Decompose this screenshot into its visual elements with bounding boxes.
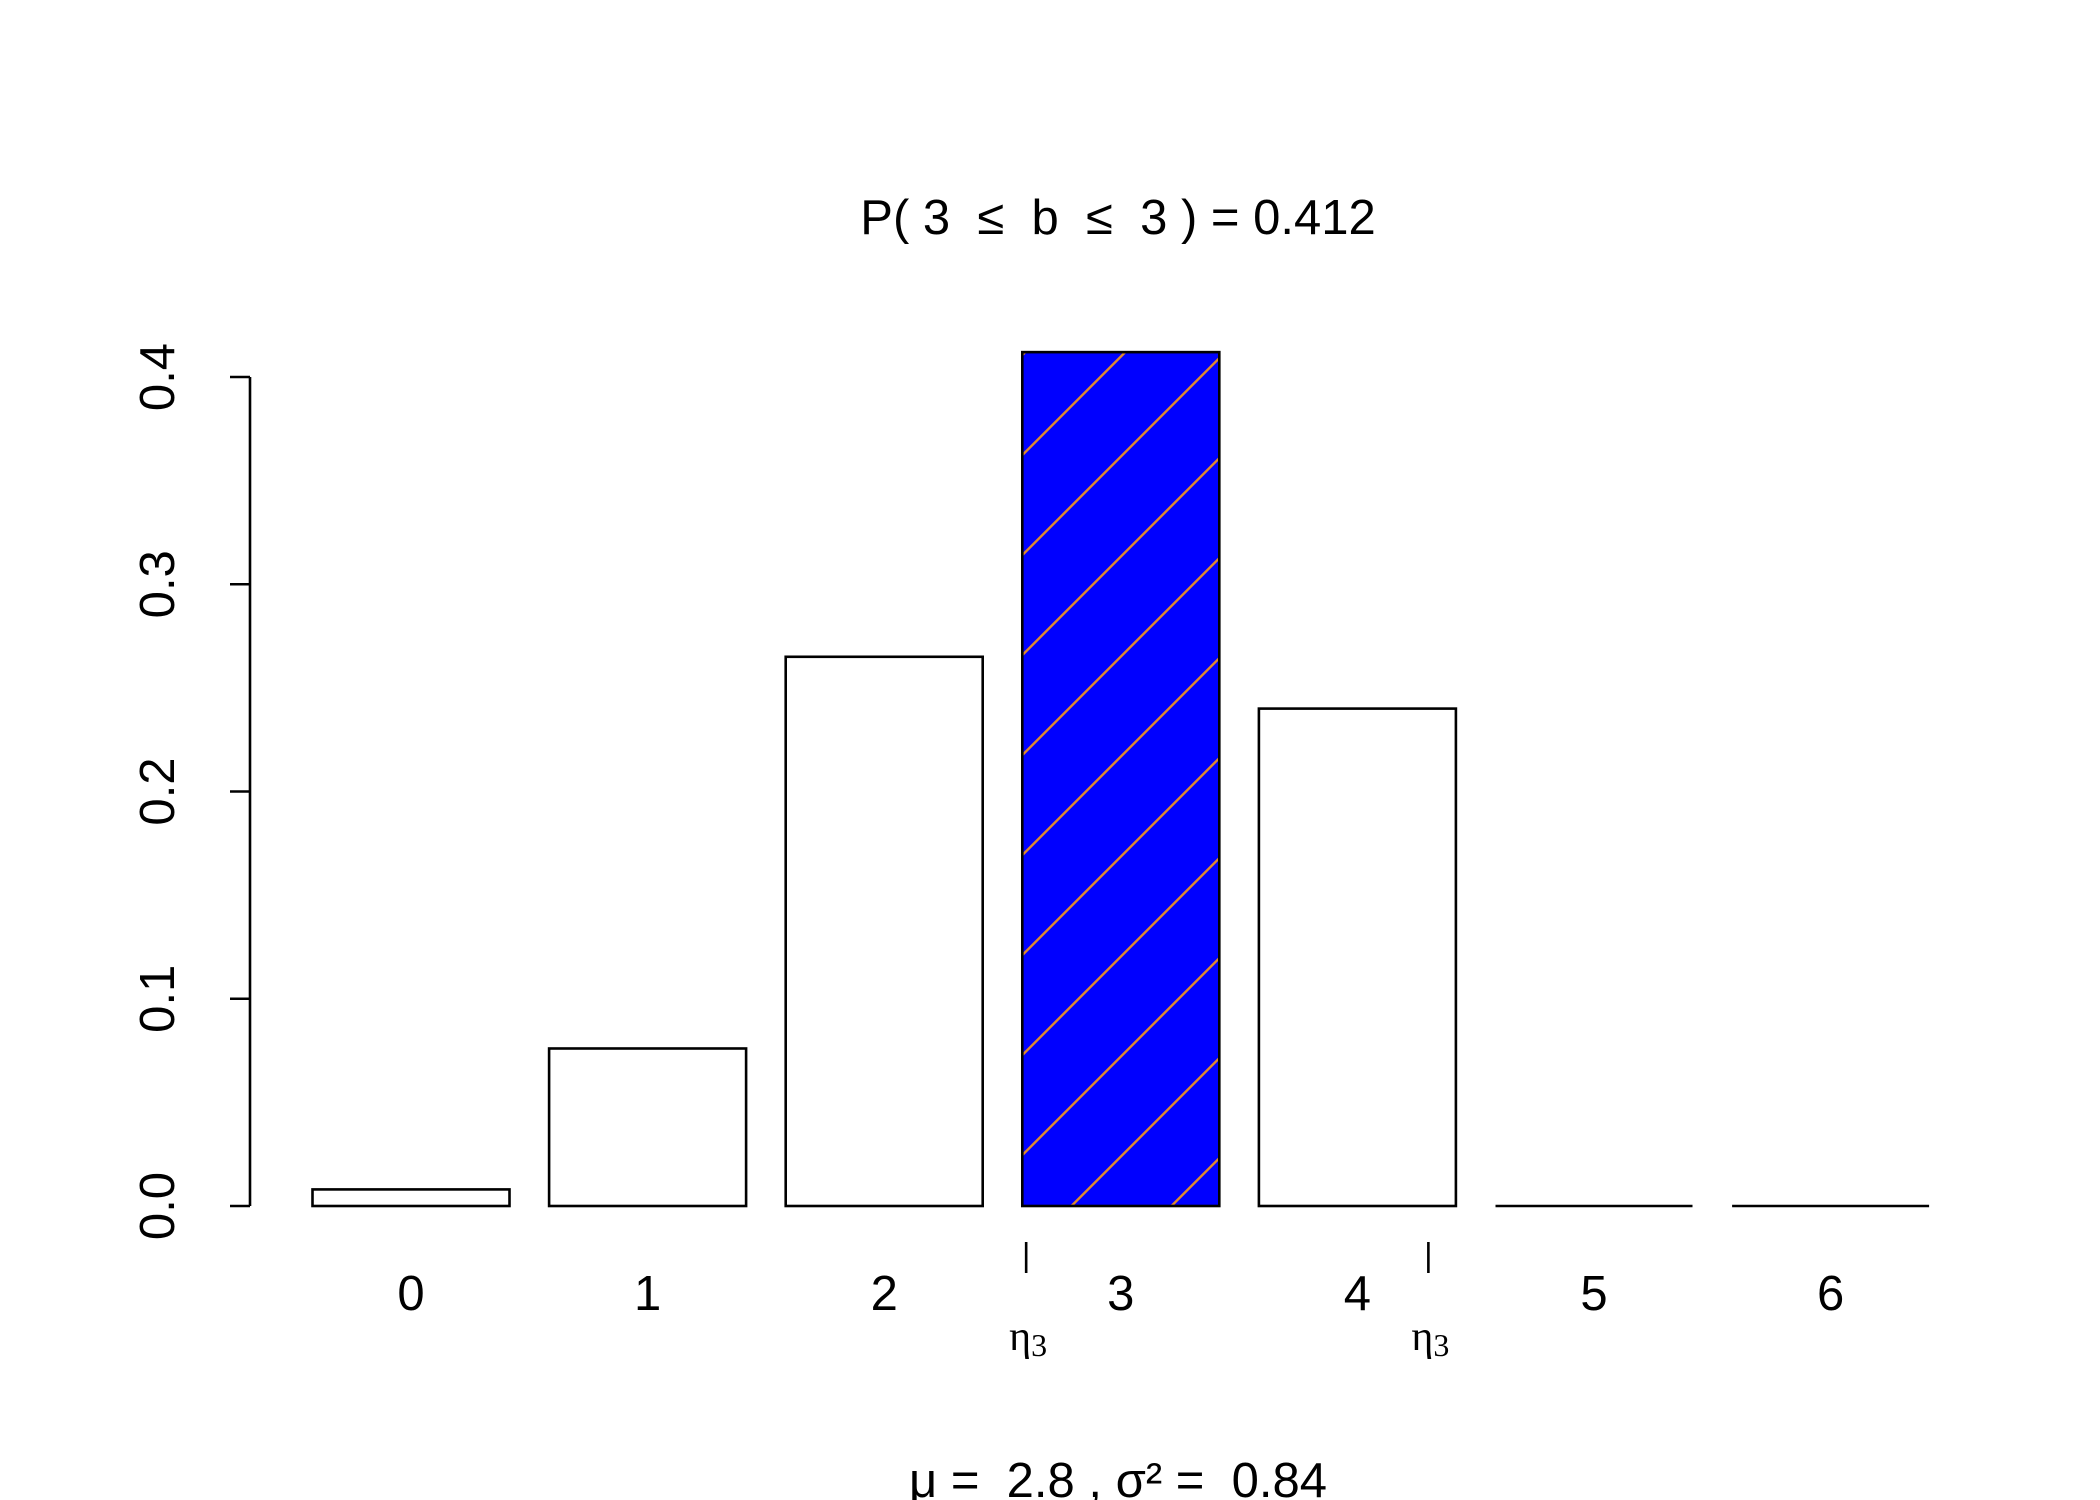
bar-highlight-outline [1020, 350, 1221, 1208]
hatch-line [1022, 556, 1220, 757]
bars [311, 155, 2100, 1208]
chart-subtitle: μ = 2.8 , σ² = 0.84 [909, 1454, 1327, 1500]
x-tick-label: 0 [397, 1267, 424, 1321]
eta-markers: η3 η3 [1009, 1242, 1449, 1363]
bar-highlight [1022, 352, 1220, 1206]
y-axis: 0.0 0.1 0.2 0.3 0.4 [131, 343, 252, 1240]
eta-marker-label: η3 [1009, 1314, 1047, 1363]
x-tick-label: 5 [1580, 1267, 1607, 1321]
hatch-line [1022, 956, 1220, 1157]
x-tick-label: 3 [1107, 1267, 1134, 1321]
bar-hatch [1022, 155, 2100, 1206]
x-tick-label: 4 [1344, 1267, 1371, 1321]
bar [547, 1047, 748, 1208]
hatch-line [1971, 155, 2100, 1206]
x-tick-label: 2 [871, 1267, 898, 1321]
y-tick-label: 0.0 [131, 1172, 185, 1240]
chart-title: P( 3 ≤ b ≤ 3 ) = 0.412 [860, 191, 1375, 245]
y-tick-label: 0.3 [131, 550, 185, 618]
bar [1257, 707, 1458, 1208]
bar [311, 1188, 511, 1208]
y-tick-label: 0.1 [131, 965, 185, 1033]
hatch-line [1070, 1056, 1220, 1206]
bar [784, 655, 985, 1208]
x-tick-label: 1 [634, 1267, 661, 1321]
x-tick-labels: 0 1 2 3 4 5 6 [397, 1267, 1844, 1321]
x-tick-label: 6 [1817, 1267, 1844, 1321]
hatch-line [1022, 856, 1220, 1057]
y-tick-label: 0.2 [131, 757, 185, 825]
y-tick-label: 0.4 [131, 343, 185, 411]
hatch-line [1471, 155, 2100, 1206]
hatch-line [1022, 656, 1220, 857]
hatch-line [1371, 155, 2100, 1206]
hatch-line [1571, 155, 2100, 1206]
hatch-line [1871, 155, 2100, 1206]
hatch-line [1671, 155, 2100, 1206]
hatch-line [1771, 155, 2100, 1206]
eta-marker-label: η3 [1411, 1314, 1449, 1363]
hatch-line [2071, 155, 2100, 1206]
